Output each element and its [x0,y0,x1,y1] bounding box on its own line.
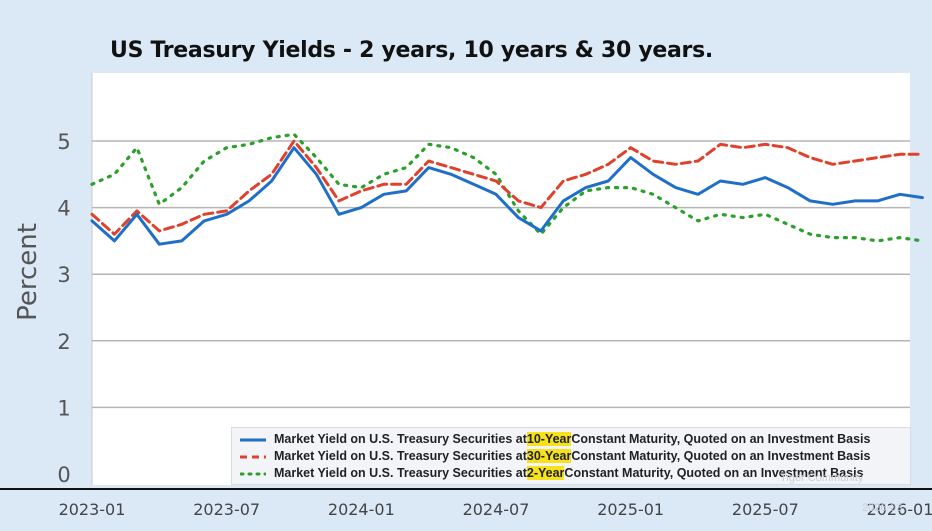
legend-swatch-10-year [240,434,266,444]
legend-label-highlight: 10-Year [526,432,572,446]
legend-swatch-2-year [239,468,268,478]
series-line-30-year [90,139,924,236]
y-tick-label-4: 4 [57,197,70,221]
legend-label-suffix: Constant Maturity, Quoted on an Investme… [564,466,864,480]
plot-area [92,73,910,485]
legend-entry-30-year: Market Yield on U.S. Treasury Securities… [240,448,870,464]
chart-title: US Treasury Yields - 2 years, 10 years &… [110,38,713,63]
legend-label-prefix: Market Yield on U.S. Treasury Securities… [274,432,527,446]
x-tick-label-2026-01: 2026-01 [867,500,932,519]
watermark-date: 2026-03 [862,502,903,514]
legend-label-highlight: 2-Year [526,466,565,480]
legend-label-prefix: Market Yield on U.S. Treasury Securities… [274,449,527,463]
watermark: Tiger Community [780,472,864,484]
y-tick-label-5: 5 [57,130,70,154]
x-tick-label-2025-07: 2025-07 [732,500,799,519]
x-tick-label-2024-07: 2024-07 [463,500,530,519]
x-tick-label-2024-01: 2024-01 [328,500,395,519]
legend-label-highlight: 30-Year [526,449,572,463]
y-tick-label-2: 2 [57,330,70,354]
legend-entry-2-year: Market Yield on U.S. Treasury Securities… [239,465,864,481]
x-tick-label-2023-01: 2023-01 [59,500,126,519]
x-tick-label-2025-01: 2025-01 [597,500,664,519]
legend-entry-10-year: Market Yield on U.S. Treasury Securities… [240,431,870,447]
legend: Market Yield on U.S. Treasury Securities… [231,427,911,485]
y-tick-label-0: 0 [57,463,70,487]
legend-swatch-30-year [240,451,266,461]
series-line-2-year [90,132,925,243]
legend-label-prefix: Market Yield on U.S. Treasury Securities… [274,466,527,480]
y-tick-label-3: 3 [57,263,70,287]
legend-label-suffix: Constant Maturity, Quoted on an Investme… [571,432,871,446]
legend-label-suffix: Constant Maturity, Quoted on an Investme… [571,449,871,463]
y-tick-label-1: 1 [57,396,70,420]
series-line-10-year [90,146,924,246]
x-tick-label-2023-07: 2023-07 [193,500,260,519]
